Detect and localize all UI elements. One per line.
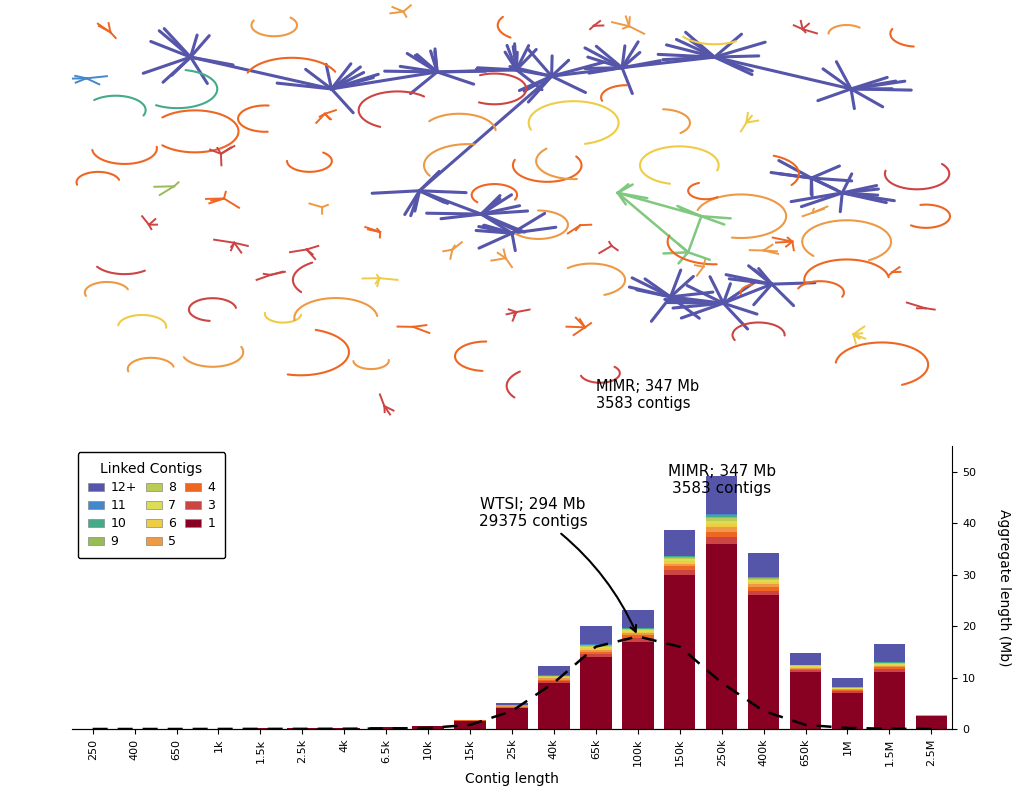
Bar [706, 532, 737, 537]
Bar [539, 677, 569, 678]
Bar [748, 587, 779, 590]
Bar [664, 564, 695, 566]
Bar [706, 518, 737, 521]
Bar [664, 566, 695, 570]
Bar [623, 629, 653, 630]
Bar [497, 703, 527, 706]
Bar [873, 665, 905, 666]
Bar [581, 626, 611, 644]
Bar [873, 666, 905, 667]
Bar [664, 558, 695, 560]
Bar [413, 726, 443, 729]
Text: MIMR; 347 Mb
3583 contigs: MIMR; 347 Mb 3583 contigs [668, 464, 776, 497]
Bar [623, 632, 653, 633]
Bar [539, 683, 569, 729]
Bar [790, 667, 821, 669]
Bar [706, 521, 737, 523]
Bar [581, 650, 611, 652]
Bar [706, 537, 737, 544]
Bar [371, 727, 401, 729]
Bar [748, 584, 779, 587]
Bar [706, 544, 737, 729]
Bar [539, 666, 569, 676]
Bar [664, 560, 695, 561]
Bar [539, 680, 569, 681]
Y-axis label: Aggregate length (Mb): Aggregate length (Mb) [997, 509, 1011, 667]
Bar [790, 669, 821, 671]
Bar [706, 517, 737, 518]
Bar [581, 657, 611, 729]
Bar [873, 667, 905, 669]
Bar [623, 638, 653, 642]
Bar [706, 527, 737, 532]
Text: MIMR; 347 Mb
3583 contigs: MIMR; 347 Mb 3583 contigs [596, 379, 698, 411]
Bar [706, 514, 737, 515]
Bar [664, 574, 695, 729]
Bar [581, 646, 611, 648]
Bar [623, 610, 653, 628]
Bar [664, 531, 695, 556]
Bar [748, 595, 779, 729]
Bar [831, 689, 863, 690]
Bar [748, 580, 779, 582]
Bar [664, 570, 695, 574]
Bar [539, 681, 569, 683]
Bar [623, 633, 653, 635]
Bar [455, 721, 485, 729]
Bar [873, 672, 905, 729]
Bar [790, 654, 821, 665]
X-axis label: Contig length: Contig length [465, 772, 559, 786]
Bar [790, 672, 821, 729]
Bar [748, 582, 779, 584]
Bar [915, 716, 947, 729]
Bar [623, 642, 653, 729]
Bar [539, 678, 569, 680]
Bar [329, 728, 360, 729]
Bar [581, 654, 611, 657]
Bar [497, 709, 527, 729]
Bar [748, 578, 779, 580]
Bar [706, 523, 737, 527]
Bar [581, 648, 611, 650]
Bar [706, 515, 737, 517]
Bar [623, 635, 653, 638]
Legend: 12+, 11, 10, 9, 8, 7, 6, 5, 4, 3, 1: 12+, 11, 10, 9, 8, 7, 6, 5, 4, 3, 1 [78, 452, 225, 558]
Bar [748, 590, 779, 595]
Bar [873, 644, 905, 662]
Bar [623, 630, 653, 632]
Bar [664, 557, 695, 558]
Bar [790, 671, 821, 672]
Bar [748, 553, 779, 577]
Bar [831, 678, 863, 687]
Bar [664, 561, 695, 564]
Bar [873, 669, 905, 672]
Bar [831, 690, 863, 692]
Bar [831, 692, 863, 693]
Text: WTSI; 294 Mb
29375 contigs: WTSI; 294 Mb 29375 contigs [478, 497, 636, 632]
Bar [706, 475, 737, 514]
Bar [831, 693, 863, 729]
Bar [873, 663, 905, 665]
Bar [581, 652, 611, 654]
